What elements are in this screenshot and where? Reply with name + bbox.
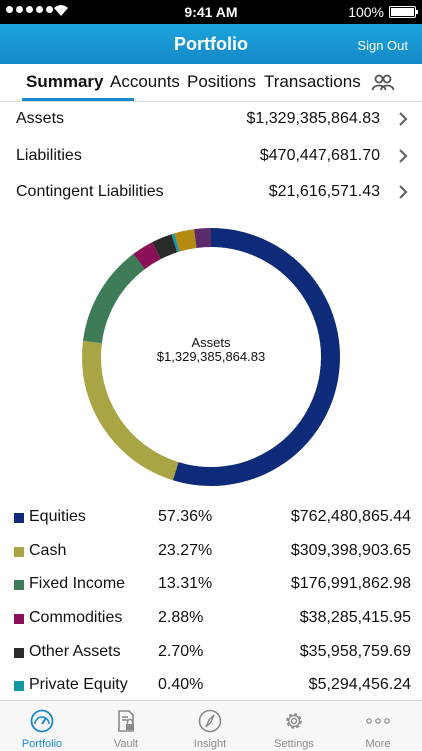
donut-segment-commodities xyxy=(133,242,161,270)
tabbar-settings[interactable]: Settings xyxy=(252,701,336,751)
cellular-signal-icon xyxy=(6,6,53,13)
chart-center-value: $1,329,385,864.83 xyxy=(156,349,266,364)
legend-amount: $309,398,903.65 xyxy=(290,542,411,559)
legend-swatch xyxy=(14,547,24,557)
contingent-liabilities-row[interactable]: Contingent Liabilities $21,616,571.43 xyxy=(0,174,422,210)
tabbar-portfolio[interactable]: Portfolio xyxy=(0,701,84,751)
liabilities-value: $470,447,681.70 xyxy=(259,147,380,164)
page-title: Portfolio xyxy=(174,34,248,54)
donut-segment-other-assets xyxy=(152,234,178,260)
bottom-tab-bar: Portfolio Vault Insight Settings Mor xyxy=(0,700,422,750)
gear-icon xyxy=(286,713,302,729)
contingent-liabilities-value: $21,616,571.43 xyxy=(268,183,380,200)
tabbar-insight-label: Insight xyxy=(193,738,227,750)
legend-percent: 57.36% xyxy=(158,508,213,525)
legend-row[interactable]: Equities 57.36% $762,480,865.44 xyxy=(0,501,422,535)
tab-positions[interactable]: Positions xyxy=(187,72,256,91)
asset-allocation-chart: Assets $1,329,385,864.83 xyxy=(80,226,342,488)
tabbar-more[interactable]: More xyxy=(336,701,420,751)
legend-percent: 2.88% xyxy=(158,609,204,626)
chart-center-text: Assets $1,329,385,864.83 xyxy=(80,336,342,364)
tab-transactions[interactable]: Transactions xyxy=(264,72,361,91)
tabbar-insight[interactable]: Insight xyxy=(168,701,252,751)
legend-swatch xyxy=(14,513,24,523)
compass-icon xyxy=(198,709,222,733)
battery-percent: 100% xyxy=(348,4,384,20)
legend-name: Equities xyxy=(29,508,86,525)
tabbar-settings-label: Settings xyxy=(274,738,314,750)
legend-name: Private Equity xyxy=(29,676,128,693)
tabbar-vault[interactable]: Vault xyxy=(84,701,168,751)
navigation-bar: Portfolio Sign Out xyxy=(0,24,422,64)
legend-row[interactable]: Fixed Income 13.31% $176,991,862.98 xyxy=(0,568,422,602)
segment-tabs: Summary Accounts Positions Transactions xyxy=(0,64,422,102)
legend-row[interactable]: Commodities 2.88% $38,285,415.95 xyxy=(0,602,422,636)
chart-center-label: Assets xyxy=(191,335,231,350)
gauge-icon xyxy=(30,709,54,733)
contingent-liabilities-label: Contingent Liabilities xyxy=(16,183,164,200)
tabbar-vault-label: Vault xyxy=(113,738,139,750)
legend-name: Fixed Income xyxy=(29,575,126,592)
donut-segment-other-a xyxy=(174,229,197,252)
chevron-right-icon xyxy=(399,185,408,199)
legend-percent: 13.31% xyxy=(158,575,213,592)
status-bar: 9:41 AM 100% xyxy=(0,0,422,24)
legend-percent: 2.70% xyxy=(158,643,204,660)
legend-name: Other Assets xyxy=(29,643,121,660)
legend-name: Cash xyxy=(29,542,67,559)
legend-swatch xyxy=(14,580,24,590)
legend-percent: 23.27% xyxy=(158,542,213,559)
legend-amount: $35,958,759.69 xyxy=(299,643,411,660)
liabilities-label: Liabilities xyxy=(16,147,82,164)
legend-amount: $762,480,865.44 xyxy=(290,508,411,525)
legend-name: Commodities xyxy=(29,609,123,626)
assets-row[interactable]: Assets $1,329,385,864.83 xyxy=(0,101,422,137)
legend-row[interactable]: Private Equity 0.40% $5,294,456.24 xyxy=(0,669,422,703)
active-tab-indicator xyxy=(22,98,134,101)
vault-document-icon xyxy=(118,710,134,732)
donut-segment-equities xyxy=(172,228,340,486)
liabilities-row[interactable]: Liabilities $470,447,681.70 xyxy=(0,138,422,174)
wifi-icon xyxy=(54,5,68,16)
status-time: 9:41 AM xyxy=(184,4,238,20)
donut-segment-other-b xyxy=(194,228,212,248)
legend-row[interactable]: Cash 23.27% $309,398,903.65 xyxy=(0,535,422,569)
tab-accounts[interactable]: Accounts xyxy=(110,72,180,91)
donut-segment-fixed-income xyxy=(83,254,145,344)
assets-value: $1,329,385,864.83 xyxy=(246,110,380,127)
donut-segment-cash xyxy=(82,340,179,481)
battery-icon xyxy=(389,6,418,18)
chevron-right-icon xyxy=(399,112,408,126)
donut-chart xyxy=(82,228,340,486)
chevron-right-icon xyxy=(399,149,408,163)
tab-summary[interactable]: Summary xyxy=(26,72,104,91)
tabbar-more-label: More xyxy=(365,738,391,750)
legend-amount: $5,294,456.24 xyxy=(308,676,411,693)
people-icon[interactable] xyxy=(371,74,395,92)
sign-out-button[interactable]: Sign Out xyxy=(357,38,408,53)
legend-amount: $38,285,415.95 xyxy=(299,609,411,626)
legend-percent: 0.40% xyxy=(158,676,204,693)
tabbar-portfolio-label: Portfolio xyxy=(21,738,63,750)
more-dots-icon xyxy=(366,718,390,724)
assets-label: Assets xyxy=(16,110,65,127)
legend-swatch xyxy=(14,614,24,624)
legend-amount: $176,991,862.98 xyxy=(290,575,411,592)
donut-segment-private-equity xyxy=(171,233,180,253)
legend-swatch xyxy=(14,648,24,658)
legend-swatch xyxy=(14,681,24,691)
legend-row[interactable]: Other Assets 2.70% $35,958,759.69 xyxy=(0,636,422,670)
